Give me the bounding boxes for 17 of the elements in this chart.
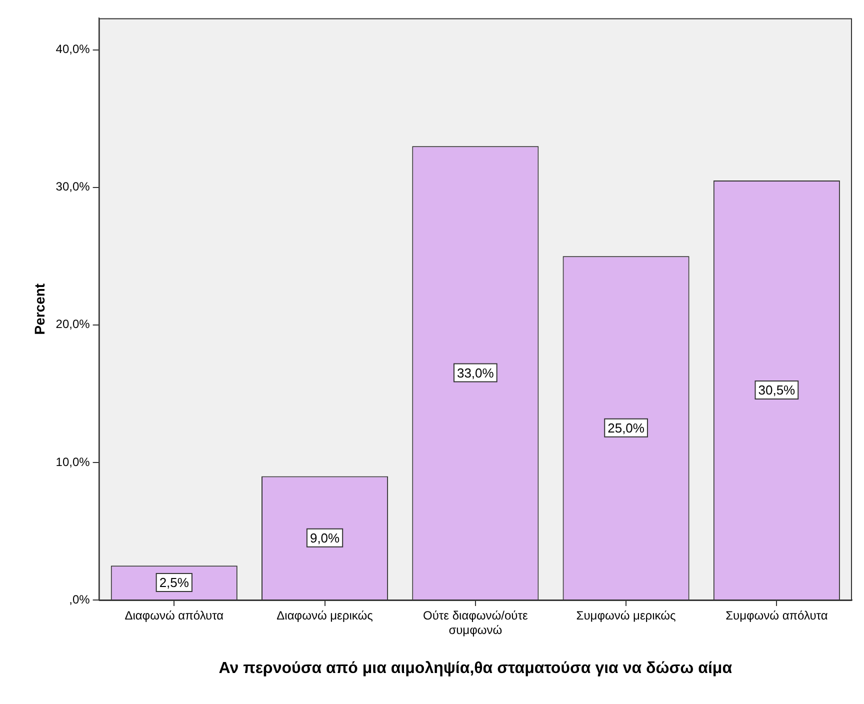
x-tick-label: Συμφωνώ μερικώς: [576, 608, 676, 623]
x-tick-label: Ούτε διαφωνώ/ούτε συμφωνώ: [423, 608, 528, 637]
x-tick-label: Διαφωνώ απόλυτα: [124, 608, 224, 623]
x-tick-label: Συμφωνώ απόλυτα: [726, 608, 828, 623]
data-label: 25,0%: [608, 420, 645, 436]
data-label: 9,0%: [310, 530, 340, 546]
data-label: 2,5%: [159, 575, 190, 590]
y-tick-label: 10,0%: [56, 454, 90, 469]
y-axis-title: Percent: [31, 283, 48, 335]
y-tick-label: ,0%: [69, 592, 90, 606]
x-axis-title: Αν περνούσα από μια αιμοληψία,θα σταματούσα για να δώσω αίμα: [218, 660, 732, 677]
y-tick-label: 30,0%: [56, 180, 90, 194]
y-tick-label: 40,0%: [56, 42, 90, 56]
y-tick-label: 20,0%: [56, 317, 90, 332]
data-label: 33,0%: [456, 365, 494, 380]
data-label: 30,5%: [758, 382, 796, 398]
x-tick-label: Διαφωνώ μερικώς: [276, 608, 374, 623]
